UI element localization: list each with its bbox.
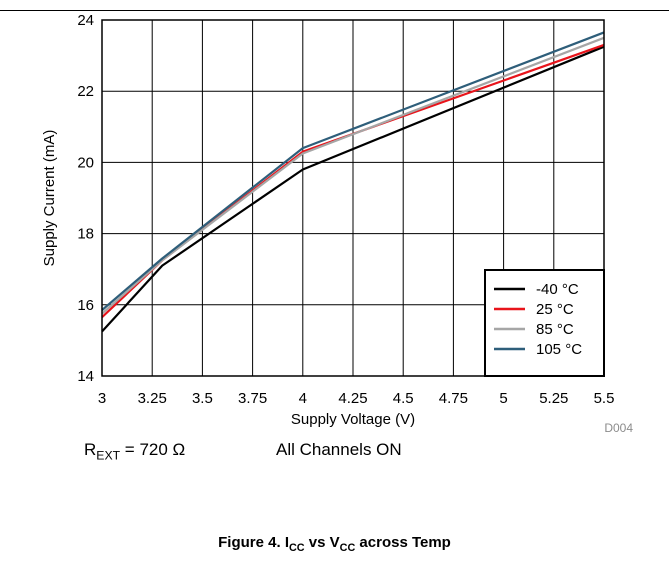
- legend: -40 °C 25 °C 85 °C 105 °C: [484, 269, 605, 377]
- x-tick-label: 4.75: [439, 390, 468, 407]
- x-tick-labels: 3 3.25 3.5 3.75 4 4.25 4.5 4.75 5 5.25 5.5: [98, 390, 615, 407]
- x-tick-label: 4.5: [393, 390, 414, 407]
- x-tick-label: 5.5: [594, 390, 615, 407]
- legend-box: [484, 269, 605, 377]
- x-tick-label: 3.5: [192, 390, 213, 407]
- x-tick-label: 5: [499, 390, 507, 407]
- channels-condition: All Channels ON: [276, 440, 402, 459]
- caption-suffix: across Temp: [355, 534, 451, 551]
- y-axis-label: Supply Current (mA): [41, 130, 58, 267]
- x-tick-label: 3.25: [138, 390, 167, 407]
- supply-current-chart: 3 3.25 3.5 3.75 4 4.25 4.5 4.75 5 5.25 5.5 14 16 18 2…: [41, 12, 633, 435]
- legend-label: 105 °C: [536, 341, 582, 358]
- x-tick-label: 5.25: [539, 390, 568, 407]
- caption-middle: vs V: [304, 534, 340, 551]
- x-tick-label: 4.25: [338, 390, 367, 407]
- y-tick-label: 16: [77, 297, 94, 314]
- legend-label: 85 °C: [536, 321, 574, 338]
- legend-label: 25 °C: [536, 301, 574, 318]
- x-axis-label: Supply Voltage (V): [291, 411, 415, 428]
- caption-prefix: Figure 4. I: [218, 534, 289, 551]
- series-line: [101, 36, 605, 315]
- figure-id-annotation: D004: [604, 421, 633, 435]
- y-tick-label: 22: [77, 83, 94, 100]
- caption-sub-2: CC: [339, 542, 356, 554]
- figure-caption: Figure 4. ICC vs VCC across Temp: [0, 534, 669, 554]
- x-tick-label: 3: [98, 390, 106, 407]
- y-tick-label: 24: [77, 12, 94, 29]
- series-line: [101, 31, 605, 311]
- caption-sub-1: CC: [289, 542, 305, 554]
- rext-value: = 720 Ω: [120, 440, 186, 459]
- y-tick-label: 18: [77, 226, 94, 243]
- legend-label: -40 °C: [536, 281, 579, 298]
- rext-subscript: EXT: [96, 448, 121, 463]
- legend-items: -40 °C 25 °C 85 °C 105 °C: [494, 281, 582, 358]
- x-tick-label: 4: [299, 390, 307, 407]
- series-line: [101, 45, 605, 333]
- rext-condition: REXT = 720 Ω: [84, 440, 185, 462]
- x-tick-label: 3.75: [238, 390, 267, 407]
- y-tick-label: 20: [77, 154, 94, 171]
- y-tick-label: 14: [77, 368, 94, 385]
- top-rule: [0, 10, 669, 11]
- series-lines: [101, 31, 605, 333]
- y-tick-labels: 14 16 18 20 22 24: [77, 12, 94, 385]
- plot-frame: [101, 19, 605, 377]
- rext-prefix: R: [84, 440, 97, 459]
